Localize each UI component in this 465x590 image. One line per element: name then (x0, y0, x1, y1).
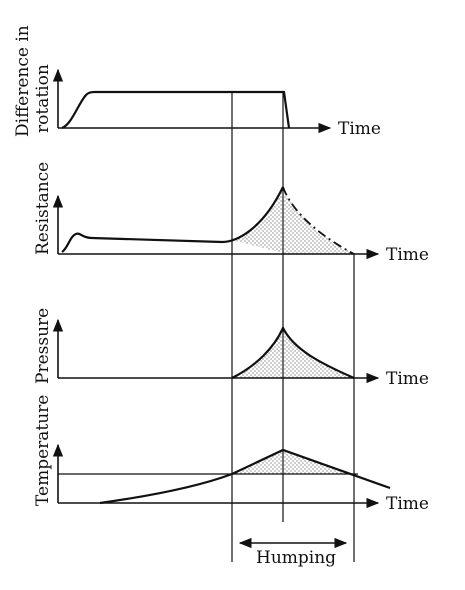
temperature-time-label: Time (386, 494, 429, 514)
temperature-ylabel: Temperature (33, 395, 53, 506)
humping-label: Humping (256, 548, 336, 568)
resistance-ylabel: Resistance (33, 162, 53, 255)
pressure-shaded-area (232, 328, 354, 378)
panel-temperature: Time Temperature (33, 395, 429, 514)
rotation-ylabel-line1: Difference in (13, 25, 33, 137)
humping-span: Humping (238, 537, 348, 568)
panel-pressure: Time Pressure (33, 308, 429, 389)
resistance-shaded-area-right (283, 187, 354, 254)
temperature-curve (99, 448, 391, 505)
rotation-time-label: Time (338, 119, 381, 139)
resistance-shaded-area (232, 187, 283, 253)
resistance-time-label: Time (386, 245, 429, 265)
resistance-decay-curve (282, 186, 355, 255)
temperature-shaded-area (232, 450, 354, 474)
rotation-ylabel-line2: rotation (33, 64, 53, 133)
resistance-curve (61, 186, 284, 253)
panel-resistance: Time Resistance (33, 162, 429, 265)
pressure-ylabel: Pressure (33, 308, 53, 384)
vertical-guides (231, 92, 355, 562)
pressure-time-label: Time (386, 369, 429, 389)
panel-rotation: Time Difference in rotation (13, 25, 381, 139)
rotation-curve (61, 90, 291, 130)
